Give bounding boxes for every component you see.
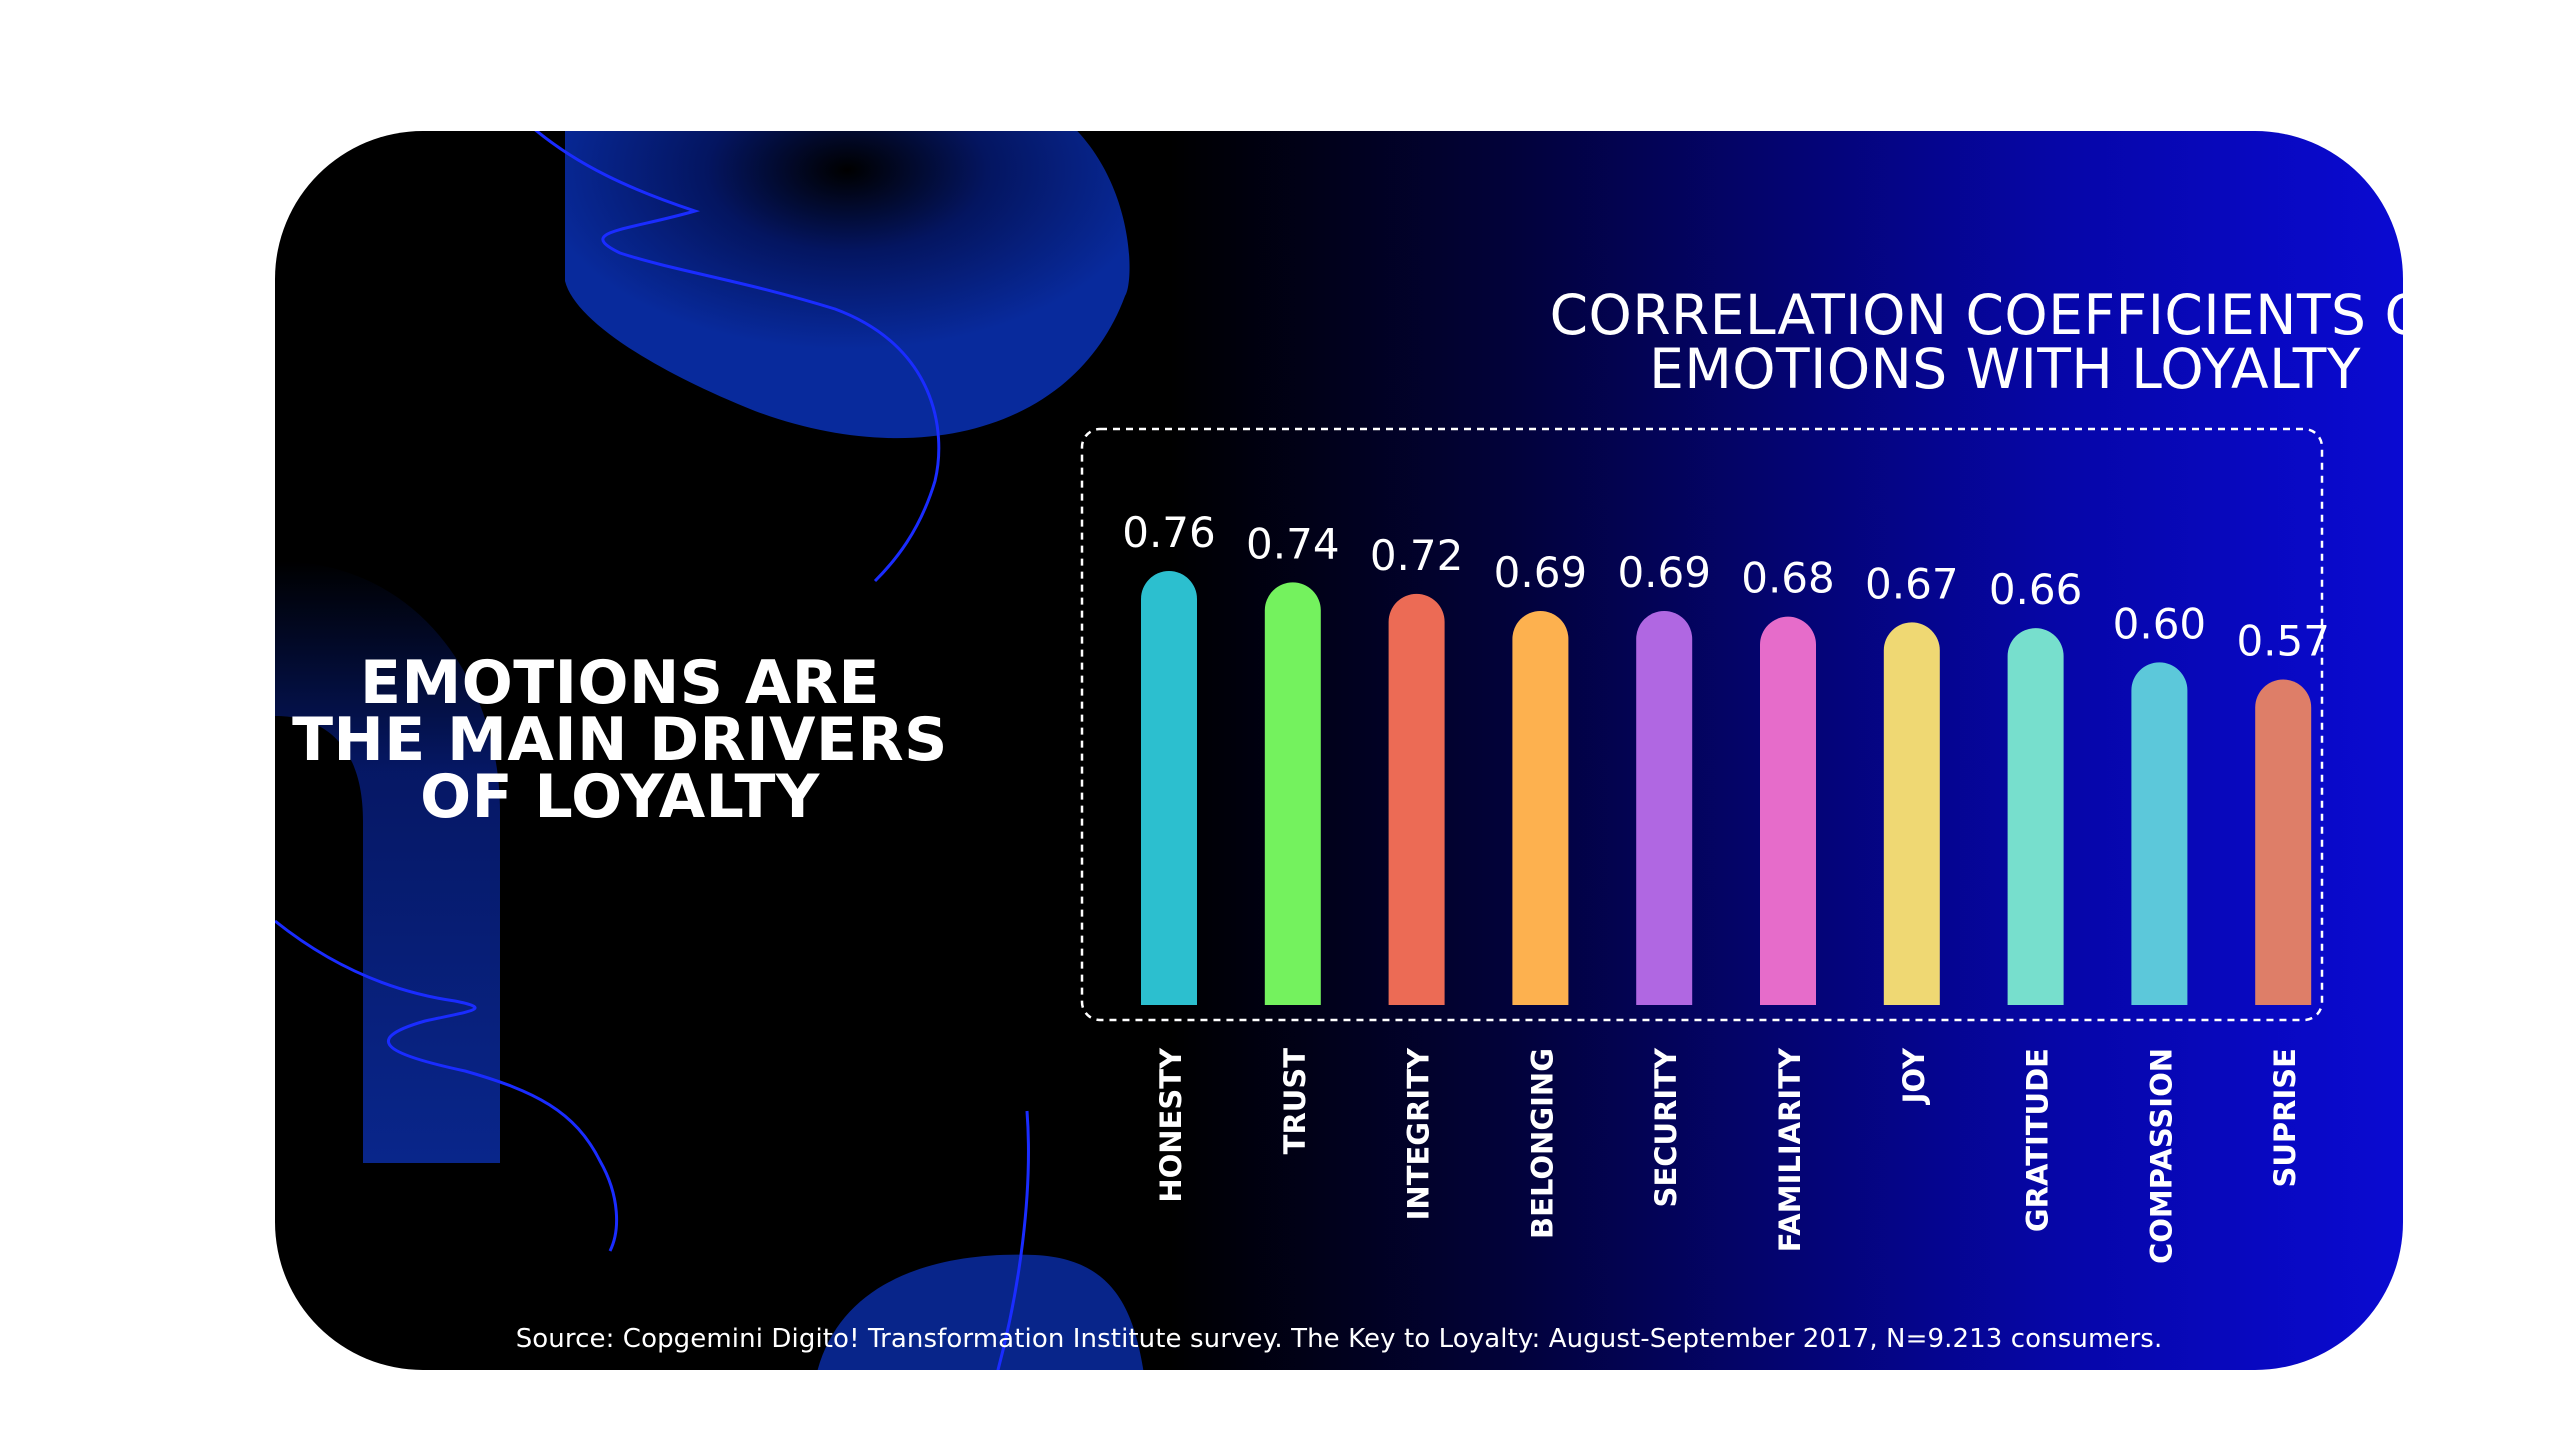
category-label: JOY — [1897, 1047, 1931, 1105]
bar-familiarity — [1760, 616, 1816, 1005]
bar-integrity — [1388, 593, 1445, 1005]
value-label: 0.60 — [2113, 599, 2207, 648]
category-label: BELONGING — [1525, 1048, 1559, 1239]
top-blob-shape — [565, 131, 1130, 439]
bar-compassion — [2131, 662, 2188, 1005]
category-label: FAMILIARITY — [1773, 1047, 1807, 1252]
source-note: Source: Copgemini Digito! Transformation… — [515, 1324, 2163, 1354]
category-label: INTEGRITY — [1402, 1047, 1436, 1220]
category-label: HONESTY — [1154, 1047, 1188, 1203]
bars-group: 0.76 HONESTY 0.74 TRUST 0.72 INTEGRITY 0.69 BEL… — [1122, 508, 2330, 1264]
top-squiggle-line — [534, 131, 941, 583]
bar-suprise — [2255, 679, 2312, 1005]
bar-belonging — [1512, 610, 1569, 1005]
bar-security — [1636, 610, 1693, 1005]
left-squiggle-line — [275, 919, 619, 1252]
value-label: 0.57 — [2236, 617, 2330, 666]
chart-title: CORRELATION COEFFICIENTS OF EMOTIONS WIT… — [1455, 283, 2403, 401]
background-decoration — [275, 131, 1144, 1370]
value-label: 0.74 — [1246, 519, 1340, 568]
bar-joy — [1883, 622, 1940, 1005]
category-label: COMPASSION — [2144, 1048, 2178, 1264]
value-label: 0.69 — [1494, 548, 1588, 597]
value-label: 0.67 — [1865, 559, 1959, 608]
value-label: 0.76 — [1122, 508, 1216, 557]
category-label: TRUST — [1278, 1048, 1312, 1155]
chart-title-line: CORRELATION COEFFICIENTS OF — [1549, 283, 2403, 347]
bar-gratitude — [2007, 628, 2064, 1005]
bar-chart: 0.76 HONESTY 0.74 TRUST 0.72 INTEGRITY 0.69 BEL… — [1080, 427, 2330, 1264]
category-label: SECURITY — [1649, 1047, 1683, 1207]
headline-line: THE MAIN DRIVERS — [292, 705, 948, 775]
value-label: 0.68 — [1741, 554, 1835, 603]
headline-line: OF LOYALTY — [420, 762, 820, 832]
bar-honesty — [1141, 571, 1197, 1005]
chart-frame — [1080, 427, 2324, 1022]
bottom-blob-shape — [817, 1254, 1144, 1370]
chart-title-line: EMOTIONS WITH LOYALTY — [1649, 337, 2361, 401]
headline: EMOTIONS ARE THE MAIN DRIVERS OF LOYALTY — [275, 648, 965, 832]
bar-trust — [1264, 582, 1321, 1005]
value-label: 0.72 — [1370, 531, 1464, 580]
infographic-card: EMOTIONS ARE THE MAIN DRIVERS OF LOYALTY… — [275, 131, 2403, 1370]
bottom-squiggle-line — [996, 1110, 1030, 1370]
value-label: 0.66 — [1989, 565, 2083, 614]
headline-line: EMOTIONS ARE — [360, 648, 880, 718]
category-label: SUPRISE — [2268, 1048, 2302, 1188]
category-label: GRATITUDE — [2021, 1048, 2055, 1232]
value-label: 0.69 — [1617, 548, 1711, 597]
left-arch-shape — [275, 561, 500, 1163]
